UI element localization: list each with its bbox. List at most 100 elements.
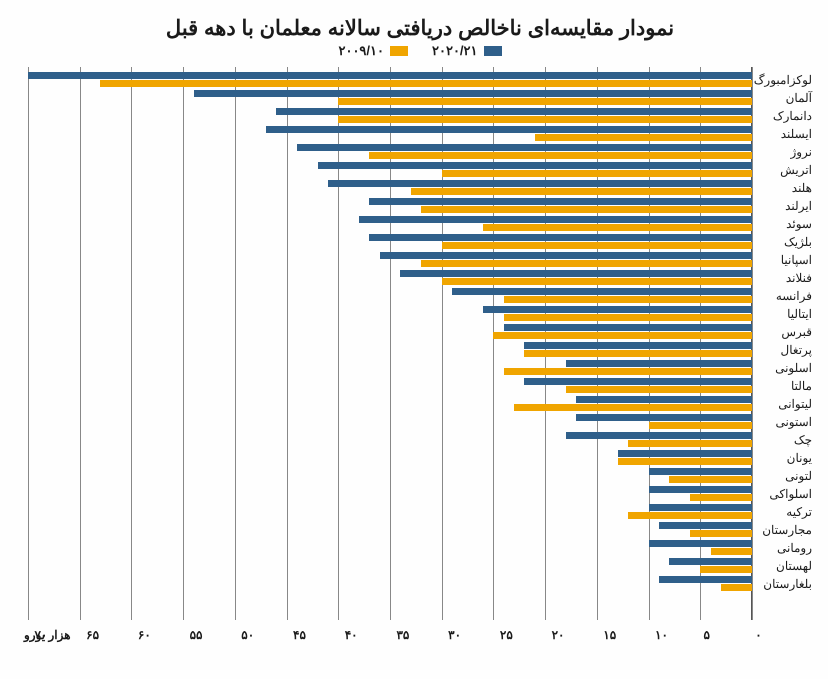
bar-series-a <box>194 90 753 97</box>
bar-group: استونی <box>28 413 752 431</box>
bar-series-b <box>669 476 752 483</box>
x-tick-label: ۴۰ <box>345 628 358 642</box>
legend-label-b: ۲۰۰۹/۱۰ <box>338 43 384 59</box>
country-label: اسپانیا <box>756 253 812 267</box>
bar-group: هلند <box>28 179 752 197</box>
country-label: ترکیه <box>756 505 812 519</box>
country-label: فرانسه <box>756 289 812 303</box>
bar-group: آلمان <box>28 89 752 107</box>
country-label: ایتالیا <box>756 307 812 321</box>
country-label: لوکزامبورگ <box>756 73 812 87</box>
x-tick-label: ۶۰ <box>138 628 151 642</box>
bar-series-a <box>28 72 752 79</box>
bar-series-b <box>100 80 752 87</box>
country-label: نروژ <box>756 145 812 159</box>
bar-series-b <box>618 458 752 465</box>
bars-layer: لوکزامبورگآلماندانمارکایسلندنروژاتریشهلن… <box>28 67 752 620</box>
bar-series-a <box>400 270 752 277</box>
bar-series-a <box>649 504 752 511</box>
bar-series-a <box>359 216 752 223</box>
bar-group: ترکیه <box>28 503 752 521</box>
bar-series-b <box>493 332 752 339</box>
bar-group: لوکزامبورگ <box>28 71 752 89</box>
x-tick-label: ۲۰ <box>552 628 565 642</box>
bar-series-a <box>524 378 752 385</box>
bar-series-b <box>421 206 752 213</box>
bar-series-b <box>524 350 752 357</box>
legend-label-a: ۲۰۲۰/۲۱ <box>432 43 478 59</box>
country-label: بلژیک <box>756 235 812 249</box>
country-label: دانمارک <box>756 109 812 123</box>
bar-group: فنلاند <box>28 269 752 287</box>
bar-group: پرتغال <box>28 341 752 359</box>
bar-series-a <box>618 450 752 457</box>
bar-group: ایسلند <box>28 125 752 143</box>
bar-group: چک <box>28 431 752 449</box>
bar-series-b <box>700 566 752 573</box>
bar-series-b <box>442 170 752 177</box>
bar-series-b <box>483 224 752 231</box>
x-tick-label: ۵۰ <box>241 628 254 642</box>
bar-group: سوئد <box>28 215 752 233</box>
country-label: چک <box>756 433 812 447</box>
country-label: لیتوانی <box>756 397 812 411</box>
bar-group: اسپانیا <box>28 251 752 269</box>
bar-series-a <box>659 576 752 583</box>
country-label: قبرس <box>756 325 812 339</box>
x-tick-label: ۳۵ <box>396 628 409 642</box>
legend-swatch-a <box>484 46 502 56</box>
country-label: اتریش <box>756 163 812 177</box>
country-label: رومانی <box>756 541 812 555</box>
bar-group: قبرس <box>28 323 752 341</box>
bar-series-b <box>690 494 752 501</box>
bar-series-b <box>721 584 752 591</box>
country-label: مالتا <box>756 379 812 393</box>
x-tick-label: ۴۵ <box>293 628 306 642</box>
x-tick-label: ۵ <box>704 628 710 642</box>
legend-item-b: ۲۰۰۹/۱۰ <box>338 43 408 59</box>
bar-series-a <box>669 558 752 565</box>
bar-series-a <box>318 162 752 169</box>
bar-series-b <box>411 188 752 195</box>
country-label: یونان <box>756 451 812 465</box>
bar-series-a <box>483 306 752 313</box>
bar-series-b <box>504 368 752 375</box>
bar-group: اتریش <box>28 161 752 179</box>
bar-series-b <box>504 314 752 321</box>
bar-series-a <box>576 414 752 421</box>
country-label: هلند <box>756 181 812 195</box>
country-label: استونی <box>756 415 812 429</box>
bar-group: مجارستان <box>28 521 752 539</box>
bar-series-a <box>266 126 752 133</box>
bar-group: لهستان <box>28 557 752 575</box>
bar-series-b <box>338 116 752 123</box>
bar-series-a <box>659 522 752 529</box>
bar-series-a <box>524 342 752 349</box>
bar-series-a <box>566 432 752 439</box>
x-tick-label: ۶۵ <box>86 628 99 642</box>
gridline <box>752 67 753 620</box>
bar-group: ایتالیا <box>28 305 752 323</box>
bar-group: رومانی <box>28 539 752 557</box>
bar-group: مالتا <box>28 377 752 395</box>
bar-series-a <box>566 360 752 367</box>
bar-series-b <box>514 404 752 411</box>
bar-group: لیتوانی <box>28 395 752 413</box>
x-axis-unit-label: هزار یورو <box>24 628 71 642</box>
country-label: ایسلند <box>756 127 812 141</box>
bar-series-b <box>535 134 752 141</box>
bar-series-a <box>649 540 752 547</box>
bar-series-a <box>369 198 752 205</box>
country-label: مجارستان <box>756 523 812 537</box>
x-tick-label: ۵۵ <box>190 628 203 642</box>
bar-group: ایرلند <box>28 197 752 215</box>
x-tick-label: ۳۰ <box>448 628 461 642</box>
country-label: اسلواکی <box>756 487 812 501</box>
country-label: سوئد <box>756 217 812 231</box>
legend: ۲۰۲۰/۲۱ ۲۰۰۹/۱۰ <box>28 43 812 59</box>
bar-series-a <box>380 252 752 259</box>
legend-swatch-b <box>390 46 408 56</box>
legend-item-a: ۲۰۲۰/۲۱ <box>432 43 502 59</box>
country-label: فنلاند <box>756 271 812 285</box>
bar-group: اسلواکی <box>28 485 752 503</box>
